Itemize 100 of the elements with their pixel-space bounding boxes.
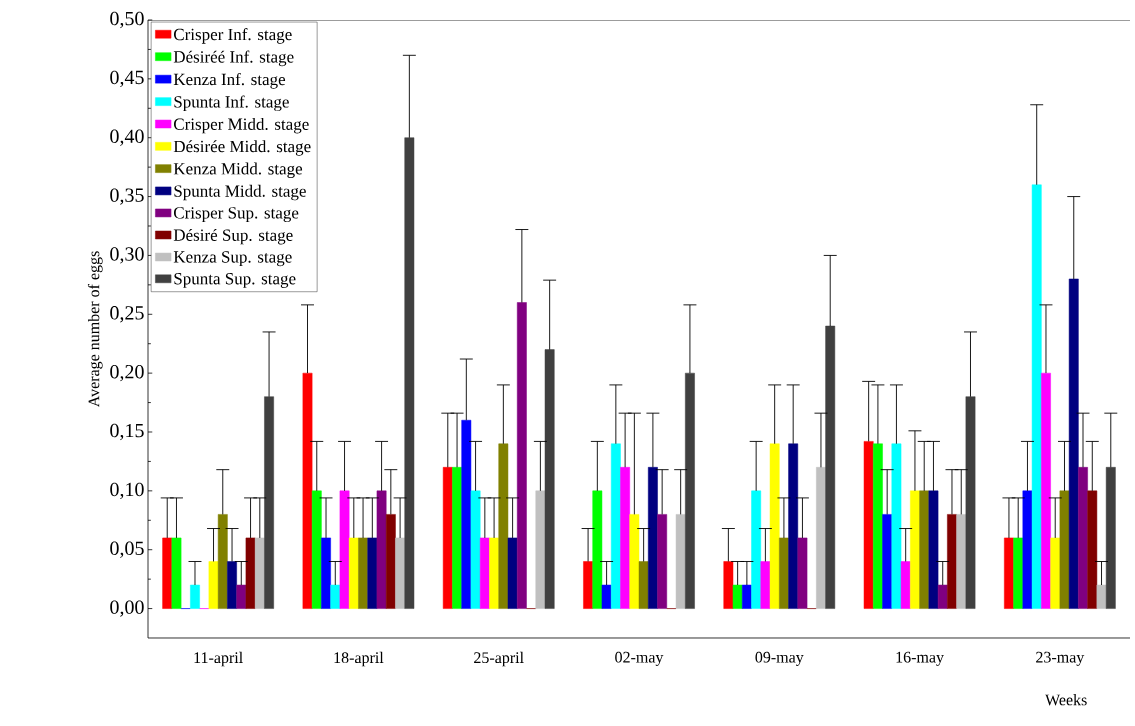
bar bbox=[348, 537, 359, 609]
x-tick-label: 23-may bbox=[1036, 651, 1085, 666]
bar bbox=[498, 443, 509, 609]
bar bbox=[947, 514, 957, 609]
bar bbox=[1096, 584, 1107, 609]
y-tick-label: 0,30 bbox=[110, 247, 144, 264]
legend-label: Crisper Midd. stage bbox=[173, 117, 309, 134]
legend-label: Kenza Sup. stage bbox=[173, 251, 292, 267]
legend-label: Spunta Midd. stage bbox=[174, 184, 306, 201]
bar bbox=[171, 537, 182, 609]
y-tick-label: 0,50 bbox=[110, 11, 144, 29]
legend-label: Désirée Midd. stage bbox=[173, 140, 311, 156]
bar bbox=[1013, 537, 1024, 609]
y-tick-label: 0,40 bbox=[110, 129, 144, 146]
bar bbox=[461, 419, 472, 609]
bar bbox=[404, 137, 415, 609]
bar bbox=[620, 467, 630, 609]
bar bbox=[1059, 490, 1070, 609]
bar bbox=[535, 490, 546, 609]
y-tick-label: 0,00 bbox=[110, 600, 144, 617]
bar bbox=[863, 441, 874, 609]
x-tick-label: 25-april bbox=[474, 651, 524, 667]
legend-label: Désiré Sup. stage bbox=[173, 228, 293, 245]
bar bbox=[395, 537, 405, 609]
bar bbox=[928, 490, 939, 609]
bar bbox=[648, 467, 658, 609]
bar bbox=[1004, 537, 1014, 609]
y-tick-label: 0,45 bbox=[110, 70, 144, 88]
bar bbox=[330, 584, 341, 609]
y-tick-label: 0,25 bbox=[110, 306, 144, 323]
bar bbox=[723, 561, 734, 609]
legend-label: Spunta Sup. stage bbox=[174, 272, 296, 288]
bar bbox=[638, 561, 649, 609]
legend-label: Kenza Midd. stage bbox=[173, 162, 303, 179]
bar bbox=[442, 467, 453, 609]
bar bbox=[452, 467, 462, 609]
bar bbox=[891, 443, 902, 609]
bar bbox=[245, 537, 256, 609]
bar bbox=[358, 537, 368, 609]
bar bbox=[544, 349, 555, 609]
x-tick-label: 18-april bbox=[334, 651, 384, 667]
bar bbox=[601, 584, 612, 609]
bar bbox=[873, 443, 883, 609]
legend-label: Kenza Inf. stage bbox=[173, 73, 286, 89]
x-tick-label: 09-may bbox=[755, 651, 804, 666]
bar bbox=[236, 584, 247, 609]
bar bbox=[367, 537, 378, 609]
bar bbox=[217, 514, 228, 609]
bar bbox=[1050, 537, 1061, 609]
y-tick-label: 0,10 bbox=[110, 482, 144, 500]
bar bbox=[190, 584, 200, 609]
bar bbox=[751, 490, 762, 609]
bar bbox=[956, 514, 967, 609]
bar bbox=[162, 537, 173, 609]
bar bbox=[583, 561, 593, 609]
bar bbox=[1031, 184, 1042, 609]
x-tick-label: 11-april bbox=[194, 651, 243, 667]
legend-label: Crisper Inf. stage bbox=[173, 28, 292, 44]
bar bbox=[321, 537, 331, 609]
x-tick-label: 16-may bbox=[896, 651, 944, 666]
bar bbox=[470, 490, 481, 609]
bar bbox=[882, 514, 893, 609]
bar bbox=[254, 537, 265, 609]
y-tick-label: 0,35 bbox=[110, 188, 144, 205]
bar bbox=[208, 561, 219, 609]
bar bbox=[1087, 490, 1098, 609]
y-tick-label: 0,05 bbox=[110, 541, 144, 558]
y-axis-title: Average number of eggs bbox=[87, 251, 103, 408]
bar bbox=[1105, 467, 1116, 609]
bar bbox=[264, 396, 274, 609]
legend-label: Crisper Sup. stage bbox=[173, 207, 299, 223]
x-tick-label: 02-may bbox=[615, 651, 664, 666]
y-tick-label: 0,20 bbox=[110, 364, 144, 382]
bar bbox=[900, 561, 911, 609]
bar bbox=[1078, 467, 1088, 609]
bar bbox=[339, 490, 350, 609]
bar bbox=[675, 514, 686, 609]
bar bbox=[732, 584, 743, 609]
bar bbox=[1022, 490, 1033, 609]
bar bbox=[629, 514, 640, 609]
legend-label: Spunta Inf. stage bbox=[174, 95, 289, 112]
bar bbox=[516, 302, 527, 609]
bar bbox=[657, 514, 668, 609]
bar bbox=[816, 467, 826, 609]
bar bbox=[507, 537, 518, 609]
bar bbox=[825, 325, 836, 609]
bar bbox=[385, 514, 396, 609]
bar bbox=[937, 584, 948, 609]
bar bbox=[311, 490, 322, 609]
bar bbox=[742, 584, 752, 609]
bar bbox=[788, 443, 799, 609]
legend-label: Désiréé Inf. stage bbox=[173, 50, 294, 67]
bar bbox=[479, 537, 490, 609]
bar bbox=[1041, 372, 1051, 609]
bar bbox=[919, 490, 930, 609]
bar bbox=[779, 537, 789, 609]
y-tick-label: 0,15 bbox=[110, 423, 144, 441]
bar bbox=[376, 490, 387, 609]
bar bbox=[910, 490, 920, 609]
bar bbox=[769, 443, 780, 609]
